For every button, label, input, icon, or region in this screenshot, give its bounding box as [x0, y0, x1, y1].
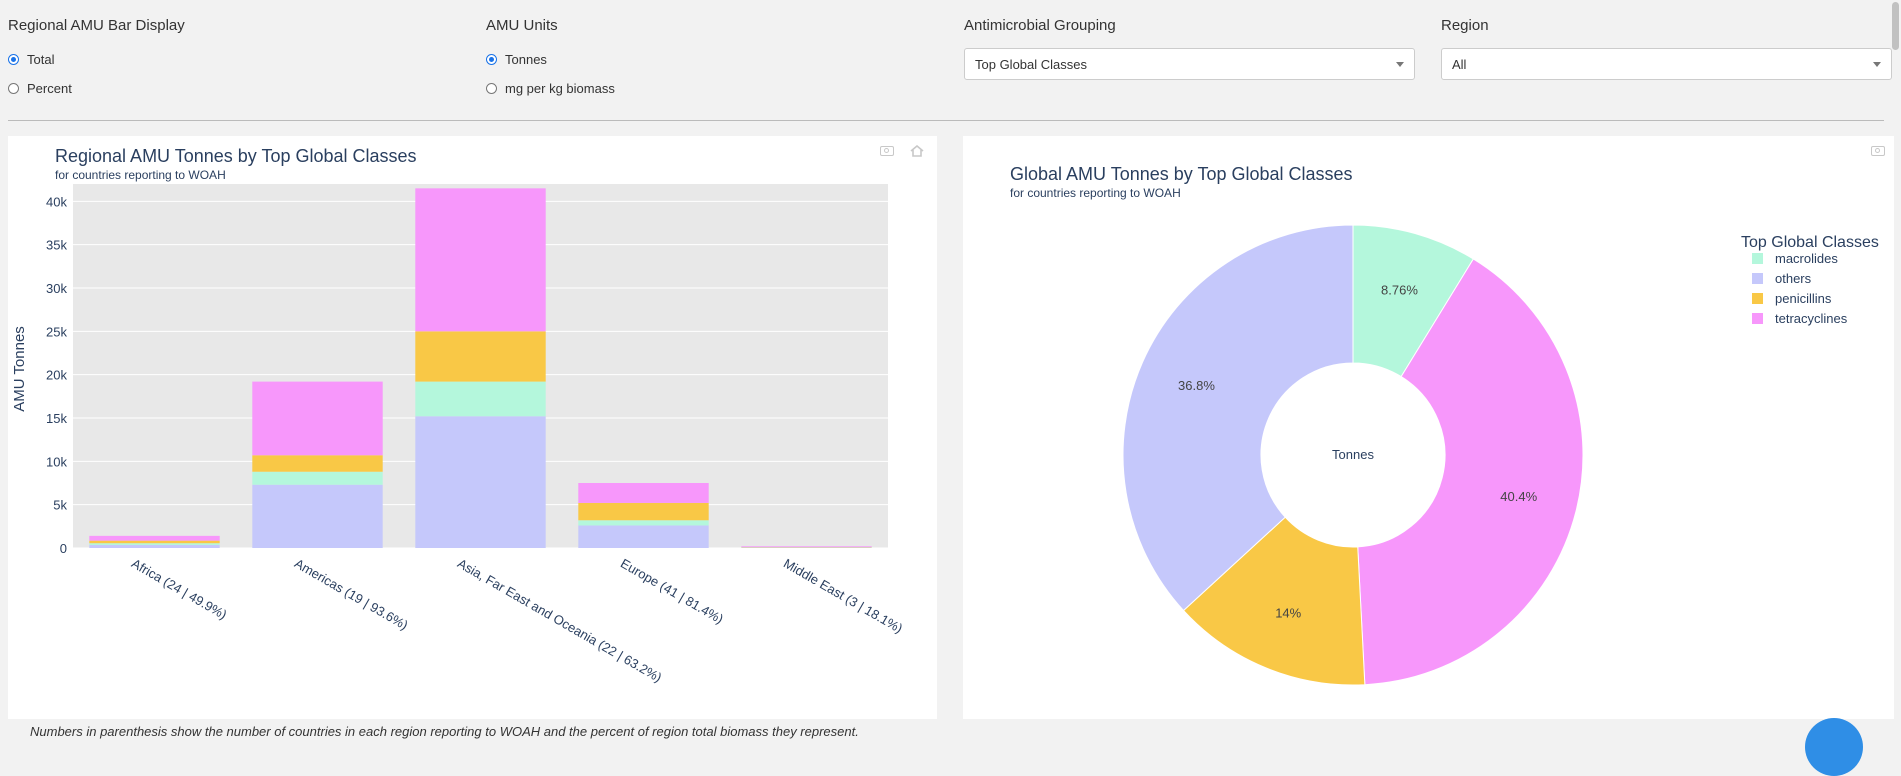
legend-title: Top Global Classes	[1741, 234, 1879, 251]
y-tick-label: 35k	[46, 238, 67, 253]
bar-tetracyclines[interactable]	[578, 483, 708, 503]
radio-tonnes-label: Tonnes	[505, 52, 547, 67]
x-tick-label: Americas (19 | 93.6%)	[292, 556, 411, 633]
footnote: Numbers in parenthesis show the number o…	[30, 724, 859, 739]
chevron-down-icon	[1396, 62, 1404, 67]
pie-chart-title: Global AMU Tonnes by Top Global Classes	[1010, 164, 1353, 184]
legend-item-tetracyclines[interactable]: tetracyclines	[1775, 311, 1848, 326]
bar-tetracyclines[interactable]	[89, 536, 219, 541]
bar-macrolides[interactable]	[252, 472, 382, 485]
y-tick-label: 0	[60, 541, 67, 556]
radio-percent-button[interactable]	[8, 83, 19, 94]
bar-macrolides[interactable]	[415, 382, 545, 417]
y-tick-label: 10k	[46, 454, 67, 469]
bar-penicillins[interactable]	[89, 541, 219, 544]
slice-label: 40.4%	[1500, 489, 1537, 504]
x-tick-label: Africa (24 | 49.9%)	[129, 556, 230, 623]
bar-penicillins[interactable]	[415, 331, 545, 381]
bar-chart-ylabel: AMU Tonnes	[11, 326, 28, 412]
bar-others[interactable]	[415, 416, 545, 548]
pie-chart-subtitle: for countries reporting to WOAH	[1010, 186, 1181, 200]
radio-percent-label: Percent	[27, 81, 72, 96]
bar-chart-panel: Regional AMU Tonnes by Top Global Classe…	[8, 136, 937, 719]
y-tick-label: 30k	[46, 281, 67, 296]
y-tick-label: 15k	[46, 411, 67, 426]
bar-penicillins[interactable]	[252, 455, 382, 471]
bar-penicillins[interactable]	[578, 503, 708, 520]
radio-tonnes[interactable]: Tonnes	[486, 52, 547, 67]
region-label: Region	[1441, 17, 1489, 34]
bar-macrolides[interactable]	[89, 543, 219, 545]
x-tick-label: Middle East (3 | 18.1%)	[781, 556, 905, 636]
bar-chart: Regional AMU Tonnes by Top Global Classe…	[8, 136, 937, 719]
bar-chart-subtitle: for countries reporting to WOAH	[55, 168, 226, 182]
radio-tonnes-button[interactable]	[486, 54, 497, 65]
grouping-select-value: Top Global Classes	[975, 57, 1087, 72]
pie-chart-panel: Global AMU Tonnes by Top Global Classes …	[963, 136, 1894, 719]
scrollbar[interactable]	[1892, 2, 1899, 50]
bar-others[interactable]	[741, 547, 871, 548]
region-select-value: All	[1452, 57, 1466, 72]
expand-button[interactable]	[1805, 718, 1863, 776]
radio-mg-per-kg-button[interactable]	[486, 83, 497, 94]
y-tick-label: 25k	[46, 324, 67, 339]
bar-tetracyclines[interactable]	[252, 382, 382, 456]
y-tick-label: 20k	[46, 368, 67, 383]
units-label: AMU Units	[486, 17, 558, 34]
bar-chart-title: Regional AMU Tonnes by Top Global Classe…	[55, 146, 417, 166]
slice-label: 14%	[1275, 605, 1301, 620]
divider	[8, 120, 1884, 121]
legend-item-macrolides[interactable]: macrolides	[1775, 251, 1838, 266]
bar-others[interactable]	[578, 525, 708, 548]
x-tick-label: Europe (41 | 81.4%)	[618, 556, 726, 627]
radio-total-label: Total	[27, 52, 54, 67]
slice-label: 8.76%	[1381, 282, 1418, 297]
pie-chart: Global AMU Tonnes by Top Global Classes …	[963, 136, 1894, 719]
radio-percent[interactable]: Percent	[8, 81, 72, 96]
region-select[interactable]: All	[1441, 48, 1892, 80]
radio-total-button[interactable]	[8, 54, 19, 65]
bar-display-label: Regional AMU Bar Display	[8, 17, 185, 34]
legend-item-penicillins[interactable]: penicillins	[1775, 291, 1832, 306]
y-tick-label: 40k	[46, 194, 67, 209]
chevron-down-icon	[1873, 62, 1881, 67]
legend-swatch-tetracyclines[interactable]	[1752, 313, 1763, 324]
radio-mg-per-kg-label: mg per kg biomass	[505, 81, 615, 96]
bar-macrolides[interactable]	[578, 520, 708, 525]
bar-others[interactable]	[89, 545, 219, 548]
bar-others[interactable]	[252, 485, 382, 548]
pie-center-label: Tonnes	[1332, 447, 1374, 462]
legend-swatch-penicillins[interactable]	[1752, 293, 1763, 304]
radio-total[interactable]: Total	[8, 52, 54, 67]
legend-item-others[interactable]: others	[1775, 271, 1812, 286]
bar-tetracyclines[interactable]	[741, 546, 871, 547]
grouping-select[interactable]: Top Global Classes	[964, 48, 1415, 80]
y-tick-label: 5k	[53, 498, 67, 513]
legend-swatch-others[interactable]	[1752, 273, 1763, 284]
legend-swatch-macrolides[interactable]	[1752, 253, 1763, 264]
bar-tetracyclines[interactable]	[415, 188, 545, 331]
grouping-label: Antimicrobial Grouping	[964, 17, 1116, 34]
radio-mg-per-kg[interactable]: mg per kg biomass	[486, 81, 615, 96]
slice-label: 36.8%	[1178, 378, 1215, 393]
